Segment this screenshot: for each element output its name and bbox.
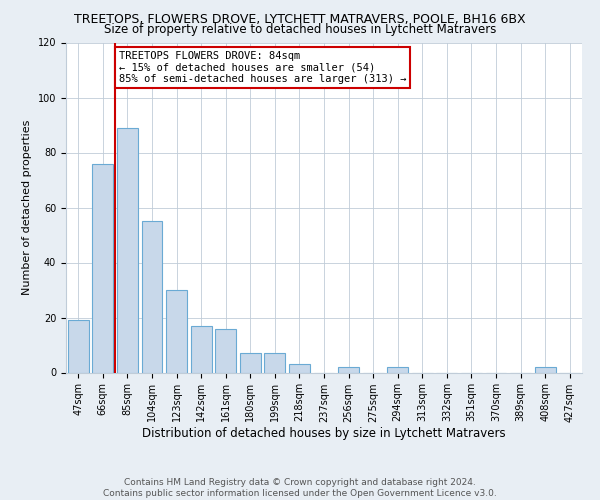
Bar bbox=[142, 221, 163, 372]
Bar bbox=[338, 367, 359, 372]
Bar bbox=[535, 367, 556, 372]
Text: TREETOPS FLOWERS DROVE: 84sqm
← 15% of detached houses are smaller (54)
85% of s: TREETOPS FLOWERS DROVE: 84sqm ← 15% of d… bbox=[119, 51, 406, 84]
Text: TREETOPS, FLOWERS DROVE, LYTCHETT MATRAVERS, POOLE, BH16 6BX: TREETOPS, FLOWERS DROVE, LYTCHETT MATRAV… bbox=[74, 12, 526, 26]
Text: Contains HM Land Registry data © Crown copyright and database right 2024.
Contai: Contains HM Land Registry data © Crown c… bbox=[103, 478, 497, 498]
Y-axis label: Number of detached properties: Number of detached properties bbox=[22, 120, 32, 295]
Bar bbox=[92, 164, 113, 372]
X-axis label: Distribution of detached houses by size in Lytchett Matravers: Distribution of detached houses by size … bbox=[142, 428, 506, 440]
Bar bbox=[240, 353, 261, 372]
Bar bbox=[265, 353, 286, 372]
Bar bbox=[289, 364, 310, 372]
Bar bbox=[215, 328, 236, 372]
Bar bbox=[68, 320, 89, 372]
Bar bbox=[117, 128, 138, 372]
Bar bbox=[191, 326, 212, 372]
Text: Size of property relative to detached houses in Lytchett Matravers: Size of property relative to detached ho… bbox=[104, 22, 496, 36]
Bar bbox=[166, 290, 187, 372]
Bar bbox=[387, 367, 408, 372]
